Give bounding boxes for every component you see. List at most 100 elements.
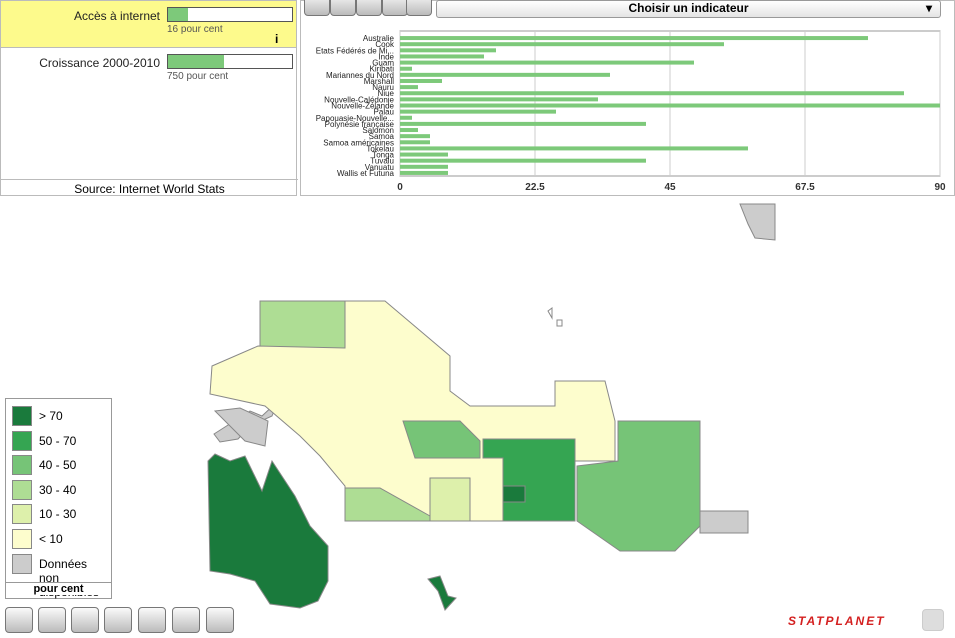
tool-button[interactable] [5,607,33,633]
y-tick-label: Wallis et Futuna [337,169,395,178]
x-tick-label: 90 [934,182,946,193]
y-tick-label: Nouvelle-Calédonie [324,95,394,104]
bar [400,146,748,151]
select-label: Choisir un indicateur [628,1,749,15]
bar [400,91,904,96]
legend-swatch [12,406,32,426]
tool-button[interactable] [138,607,166,633]
tool-button[interactable] [104,607,132,633]
source: Source: Internet World Stats [1,179,298,198]
indicator-value: 16 pour cent [167,24,223,35]
x-tick-label: 67.5 [795,182,815,193]
x-tick-label: 0 [397,182,403,193]
y-tick-label: Samoa [369,132,395,141]
legend-label: 40 - 50 [39,458,77,473]
region[interactable] [502,485,526,503]
region[interactable] [207,453,329,609]
legend-title: pour cent [6,582,111,595]
indicator-panel: Accès à internet 16 pour cent i Croissan… [0,0,298,198]
indicator-name: Croissance 2000-2010 [39,56,160,70]
tool-button[interactable] [406,0,432,16]
y-tick-label: Nauru [372,83,394,92]
y-tick-label: Tokelau [366,144,394,153]
bar [400,42,724,47]
y-tick-label: Etats Fédérés de Mi... [316,46,394,55]
region[interactable] [402,420,481,459]
indicator-name: Accès à internet [73,9,160,23]
y-tick-label: Polynésie française [325,120,395,129]
legend-swatch [12,553,32,574]
brand: STATPLANET [788,614,886,628]
bar [400,66,412,71]
bar [400,158,646,163]
bar [400,134,430,139]
legend-swatch [12,455,32,476]
indicator-select[interactable]: Choisir un indicateur ▾ [436,0,941,18]
legend-label: < 10 [39,532,63,546]
indicator-value: 750 pour cent [167,71,229,82]
bar [400,36,868,41]
bar [400,60,694,65]
y-tick-label: Marshall [364,77,394,86]
bar [400,97,598,102]
tool-button[interactable] [206,607,234,633]
legend: > 70 50 - 70 40 - 50 30 - 40 10 - 30 < 10 Donn… [5,398,112,599]
y-tick-label: Palau [374,108,394,117]
tool-button[interactable] [71,607,99,633]
bar [400,152,448,157]
indicator[interactable]: Accès à internet 16 pour cent i [1,1,296,47]
island[interactable] [739,203,776,241]
tool-button[interactable] [172,607,200,633]
bar [400,78,442,83]
indicator-bar [167,54,293,69]
map [207,203,776,611]
bar [400,164,448,169]
bar [400,85,418,90]
y-tick-label: Salomon [362,126,394,135]
legend-label: 10 - 30 [39,507,77,522]
tool-button[interactable] [38,607,66,633]
bar [400,54,484,59]
x-tick-label: 45 [664,182,676,193]
y-tick-label: Samoa américaines [323,138,394,147]
bar [400,72,610,77]
bar [400,121,646,126]
bar [400,109,556,114]
region[interactable] [699,510,749,534]
island[interactable] [547,307,563,327]
region[interactable] [427,575,457,611]
y-tick-label: Papouasie-Nouvelle... [316,114,394,123]
bar [400,140,430,145]
y-tick-label: Inde [378,52,394,61]
y-tick-label: Australie [363,34,395,43]
legend-label: 50 - 70 [39,433,77,448]
y-tick-label: Kiribati [370,65,395,74]
region[interactable] [213,407,269,447]
info-button[interactable]: i [275,32,279,46]
legend-label: 30 - 40 [39,482,77,497]
bar [400,103,940,108]
legend-swatch [12,504,32,525]
legend-swatch [12,529,32,549]
tool-button[interactable] [330,0,356,16]
bar [400,128,418,133]
y-tick-label: Tuvalu [370,157,394,166]
bar [400,48,496,53]
y-tick-label: Nouvelle-Zélande [331,102,394,111]
indicator-bar [167,7,293,22]
tool-button[interactable] [922,609,944,631]
y-tick-label: Niue [378,89,395,98]
legend-swatch [12,430,32,451]
region[interactable] [344,487,431,522]
bar [400,115,412,120]
y-tick-label: Guam [372,59,394,68]
indicator[interactable]: Croissance 2000-2010 750 pour cent [1,47,296,88]
x-tick-label: 22.5 [525,182,545,193]
region[interactable] [259,300,346,349]
tool-button[interactable] [356,0,382,16]
y-tick-label: Cook [375,40,395,49]
region[interactable] [429,477,471,522]
tool-button[interactable] [304,0,330,16]
